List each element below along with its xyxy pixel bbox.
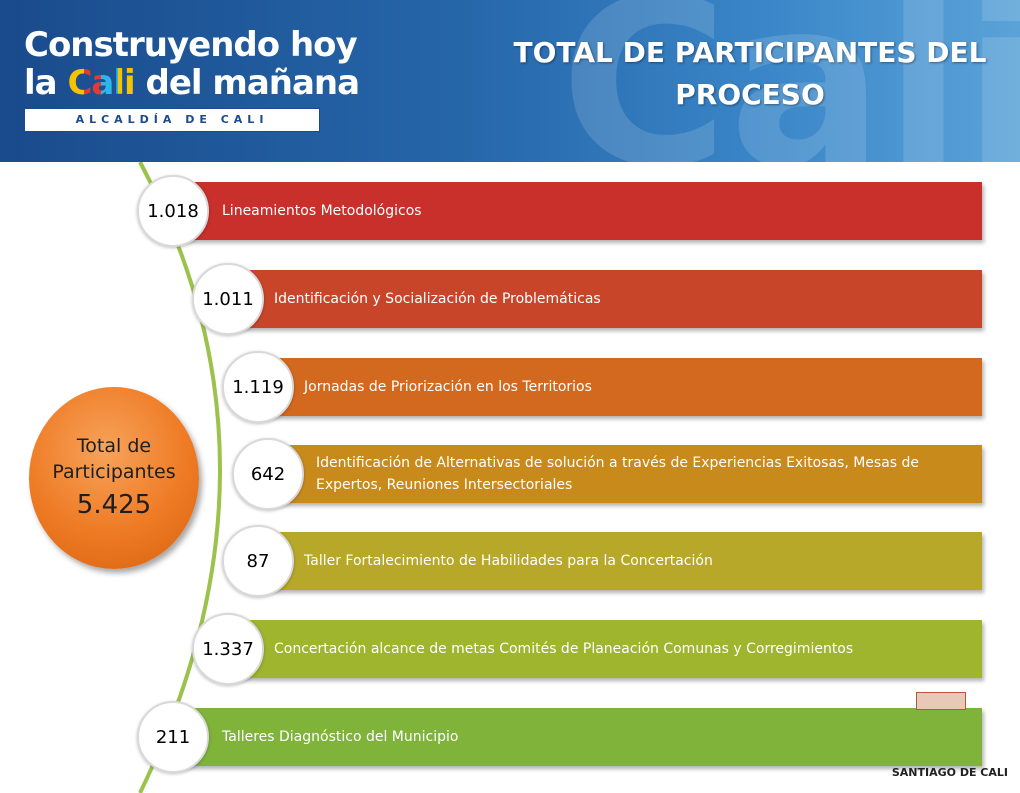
logo-line2-suffix: del mañana: [145, 63, 361, 103]
timeline-curve: [138, 162, 222, 793]
header-bg-letters: Cali: [560, 0, 1020, 162]
step-label: Identificación y Socialización de Proble…: [274, 291, 601, 307]
total-label-line2: Participantes: [52, 461, 176, 483]
logo-line1: Construyendo hoy: [24, 25, 358, 65]
step-count-badge: 87: [222, 525, 294, 597]
step-label: Identificación de Alternativas de soluci…: [316, 455, 920, 493]
step-bar: Concertación alcance de metas Comités de…: [228, 620, 982, 678]
logo-cali: Cali: [67, 63, 135, 103]
step-bar: Talleres Diagnóstico del Municipio: [173, 708, 982, 766]
total-label-line1: Total de: [76, 435, 152, 457]
city-crest-icon: [916, 692, 966, 710]
step-bar: Lineamientos Metodológicos: [173, 182, 982, 240]
step-label: Lineamientos Metodológicos: [222, 203, 422, 219]
step-count-badge: 211: [137, 701, 209, 773]
total-participants-circle: Total de Participantes 5.425: [29, 387, 199, 569]
step-label: Jornadas de Priorización en los Territor…: [304, 379, 592, 395]
step-label: Concertación alcance de metas Comités de…: [274, 641, 854, 657]
logo: Construyendo hoy la Cali del mañana ALCA…: [24, 25, 361, 132]
step-count-badge: 642: [232, 438, 304, 510]
total-value: 5.425: [76, 490, 152, 520]
step-label: Talleres Diagnóstico del Municipio: [222, 729, 459, 745]
header-banner: Cali Construyendo hoy la Cali del mañana…: [0, 0, 1020, 162]
step-label: Taller Fortalecimiento de Habilidades pa…: [304, 553, 713, 569]
step-bar: Identificación y Socialización de Proble…: [228, 270, 982, 328]
logo-subtitle: ALCALDÍA DE CALI: [24, 108, 320, 132]
logo-line2-prefix: la: [24, 63, 58, 103]
page-title: TOTAL DE PARTICIPANTES DEL PROCESO: [480, 32, 1020, 116]
logo-line2: la Cali del mañana: [24, 63, 361, 103]
page-title-line2: PROCESO: [675, 78, 825, 111]
step-count-badge: 1.337: [192, 613, 264, 685]
step-bar: Taller Fortalecimiento de Habilidades pa…: [258, 532, 982, 590]
footer-text: SANTIAGO DE CALI: [891, 766, 1008, 779]
step-bar: Identificación de Alternativas de soluci…: [268, 445, 982, 503]
step-bar: Jornadas de Priorización en los Territor…: [258, 358, 982, 416]
step-count-badge: 1.119: [222, 351, 294, 423]
step-count-badge: 1.018: [137, 175, 209, 247]
page-title-line1: TOTAL DE PARTICIPANTES DEL: [513, 36, 987, 69]
step-count-badge: 1.011: [192, 263, 264, 335]
process-timeline: Lineamientos Metodológicos 1.018 Identific…: [0, 162, 1020, 793]
